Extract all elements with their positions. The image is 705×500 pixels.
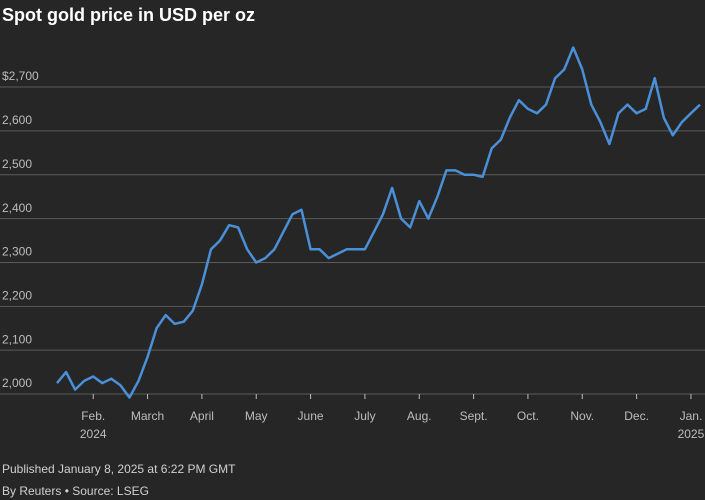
x-tick-label: June	[298, 409, 324, 423]
x-tick-label: Sept.	[460, 409, 488, 423]
x-tick-label: April	[190, 409, 214, 423]
x-tick-label: July	[354, 409, 375, 423]
x-tick-label: Aug.	[407, 409, 432, 423]
y-tick-label: 2,200	[2, 288, 32, 302]
y-tick-label: 2,600	[2, 113, 32, 127]
x-tick-label: Oct.	[517, 409, 539, 423]
chart-title: Spot gold price in USD per oz	[2, 5, 255, 25]
x-tick-label: Jan. 2025	[678, 409, 705, 441]
y-tick-label: 2,000	[2, 376, 32, 390]
x-tick-label: May	[245, 409, 268, 423]
x-tick-label: March	[131, 409, 164, 423]
y-tick-label: 2,400	[2, 201, 32, 215]
price-line	[56, 46, 701, 399]
source-note: By Reuters • Source: LSEG	[2, 484, 149, 498]
y-tick-label: $2,700	[2, 69, 39, 83]
x-tick-label: Nov.	[570, 409, 594, 423]
y-tick-label: 2,300	[2, 245, 32, 259]
x-tick-label: Feb. 2024	[80, 409, 107, 441]
published-note: Published January 8, 2025 at 6:22 PM GMT	[2, 462, 236, 476]
x-tick-label: Dec.	[624, 409, 649, 423]
y-tick-label: 2,500	[2, 157, 32, 171]
y-tick-label: 2,100	[2, 332, 32, 346]
